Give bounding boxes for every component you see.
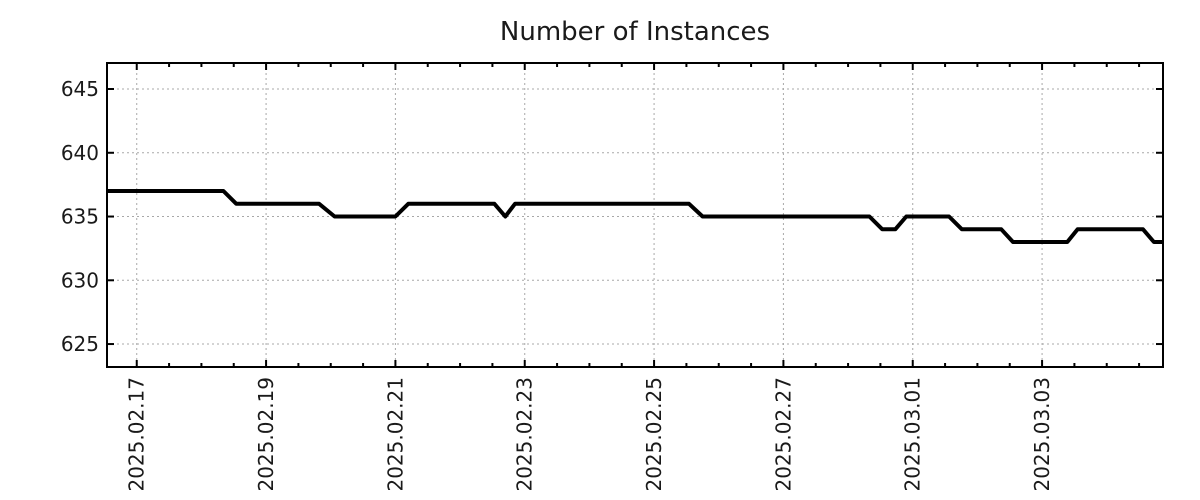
- x-tick-label: 2025.03.03: [1030, 377, 1054, 492]
- x-tick-label: 2025.02.25: [642, 377, 666, 492]
- x-tick-label: 2025.03.01: [901, 377, 925, 492]
- y-tick-label: 630: [61, 268, 99, 292]
- plot-border: [106, 62, 1164, 368]
- x-tick-label: 2025.02.27: [771, 377, 795, 492]
- axis-labels: 625 630 635 640 645 2025.02.17 2025.02.19 2025.…: [61, 77, 1054, 492]
- series-layer: [107, 189, 1163, 244]
- y-tick-label: 645: [61, 77, 99, 101]
- x-tick-label: 2025.02.23: [513, 377, 537, 492]
- chart-title: Number of Instances: [500, 17, 770, 47]
- x-tick-label: 2025.02.21: [383, 377, 407, 492]
- x-tick-label: 2025.02.17: [125, 377, 149, 492]
- y-tick-label: 625: [61, 332, 99, 356]
- y-tick-label: 635: [61, 205, 99, 229]
- axes-frame: [106, 62, 1164, 368]
- y-tick-label: 640: [61, 141, 99, 165]
- x-tick-label: 2025.02.19: [254, 377, 278, 492]
- series-line: [107, 189, 1163, 244]
- grid-layer: [107, 63, 1163, 367]
